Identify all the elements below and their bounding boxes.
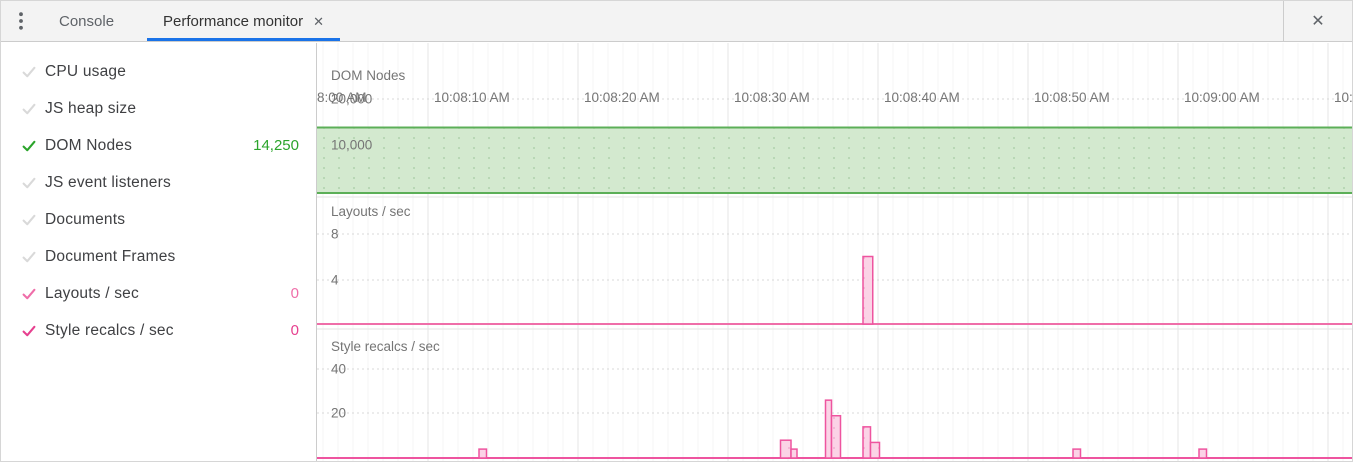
pulse xyxy=(869,441,881,459)
metric-label: JS heap size xyxy=(45,99,137,117)
time-label: 10:08:40 AM xyxy=(884,90,960,105)
metric-row-dom-nodes[interactable]: DOM Nodes 14,250 xyxy=(1,127,316,164)
pulse xyxy=(862,255,874,325)
tick-label: 20 xyxy=(331,406,346,421)
metric-label: Document Frames xyxy=(45,247,176,265)
metric-row-documents[interactable]: Documents xyxy=(1,201,316,238)
check-icon xyxy=(21,175,37,191)
metric-row-style-recalcs-sec[interactable]: Style recalcs / sec 0 xyxy=(1,312,316,349)
tab-console-label: Console xyxy=(59,12,115,30)
check-icon xyxy=(21,249,37,265)
metric-label: Style recalcs / sec xyxy=(45,321,174,339)
section-title: Style recalcs / sec xyxy=(331,339,440,354)
tick-label: 20,000 xyxy=(331,92,372,107)
metric-value: 0 xyxy=(290,285,299,302)
section-title: DOM Nodes xyxy=(331,68,406,83)
time-label: 10:08:50 AM xyxy=(1034,90,1110,105)
close-icon[interactable]: ✕ xyxy=(1311,12,1325,30)
pulse xyxy=(478,448,488,459)
metric-row-js-event-listeners[interactable]: JS event listeners xyxy=(1,164,316,201)
time-label: 10:08:30 AM xyxy=(734,90,810,105)
metric-row-layouts-sec[interactable]: Layouts / sec 0 xyxy=(1,275,316,312)
time-label: 8:00 AM xyxy=(317,90,367,105)
time-axis-labels: 8:00 AM 10:08:10 AM 10:08:20 AM 10:08:30 AM… xyxy=(317,90,1353,105)
metric-value: 14,250 xyxy=(253,137,299,154)
kebab-icon xyxy=(19,12,23,30)
tab-performance-monitor[interactable]: Performance monitor ✕ xyxy=(147,1,340,41)
drawer-toolbar: Console Performance monitor ✕ ✕ xyxy=(1,1,1352,42)
metric-value: 0 xyxy=(290,322,299,339)
metric-row-cpu-usage[interactable]: CPU usage xyxy=(1,53,316,90)
metric-label: Documents xyxy=(45,210,126,228)
time-label: 10:09:10 AM xyxy=(1334,90,1353,105)
section-dom-nodes: 20,000 10,000 DOM Nodes xyxy=(317,68,1352,194)
check-icon xyxy=(21,101,37,117)
pulse xyxy=(790,448,798,459)
check-icon xyxy=(21,286,37,302)
time-label: 10:08:10 AM xyxy=(434,90,510,105)
check-icon xyxy=(21,138,37,154)
metrics-sidebar: CPU usage JS heap size DOM Nodes 14,250 JS e… xyxy=(1,43,317,461)
check-icon xyxy=(21,212,37,228)
charts-svg: 20,000 10,000 DOM Nodes 8 4 Layouts / sec 40 20… xyxy=(317,43,1353,461)
time-gridlines xyxy=(427,43,1329,461)
charts-area: 20,000 10,000 DOM Nodes 8 4 Layouts / sec 40 20… xyxy=(317,43,1353,461)
check-icon xyxy=(21,323,37,339)
metric-label: Layouts / sec xyxy=(45,284,139,302)
metric-row-document-frames[interactable]: Document Frames xyxy=(1,238,316,275)
tab-console[interactable]: Console xyxy=(41,1,132,41)
metric-label: CPU usage xyxy=(45,62,127,80)
section-style-recalcs-sec: 40 20 Style recalcs / sec xyxy=(317,339,1352,459)
tab-performance-monitor-label: Performance monitor xyxy=(163,12,304,30)
pulse xyxy=(830,414,842,459)
check-icon xyxy=(21,64,37,80)
tick-label: 10,000 xyxy=(331,138,372,153)
tick-label: 40 xyxy=(331,362,346,377)
tick-label: 8 xyxy=(331,227,339,242)
time-label: 10:09:00 AM xyxy=(1184,90,1260,105)
tick-label: 4 xyxy=(331,273,339,288)
metric-label: DOM Nodes xyxy=(45,136,133,154)
time-label: 10:08:20 AM xyxy=(584,90,660,105)
dom-nodes-fill xyxy=(317,127,1352,193)
drawer-close-area: ✕ xyxy=(1283,1,1352,42)
metric-label: JS event listeners xyxy=(45,173,171,191)
pulse xyxy=(779,439,792,459)
pulse xyxy=(862,426,872,459)
tab-close-icon[interactable]: ✕ xyxy=(313,13,325,29)
pulse xyxy=(1198,448,1208,459)
metric-row-js-heap-size[interactable]: JS heap size xyxy=(1,90,316,127)
section-layouts-sec: 8 4 Layouts / sec xyxy=(317,204,1352,325)
pulse xyxy=(1072,448,1082,459)
pulse xyxy=(824,399,833,459)
more-options-button[interactable] xyxy=(1,1,41,41)
section-title: Layouts / sec xyxy=(331,204,411,219)
